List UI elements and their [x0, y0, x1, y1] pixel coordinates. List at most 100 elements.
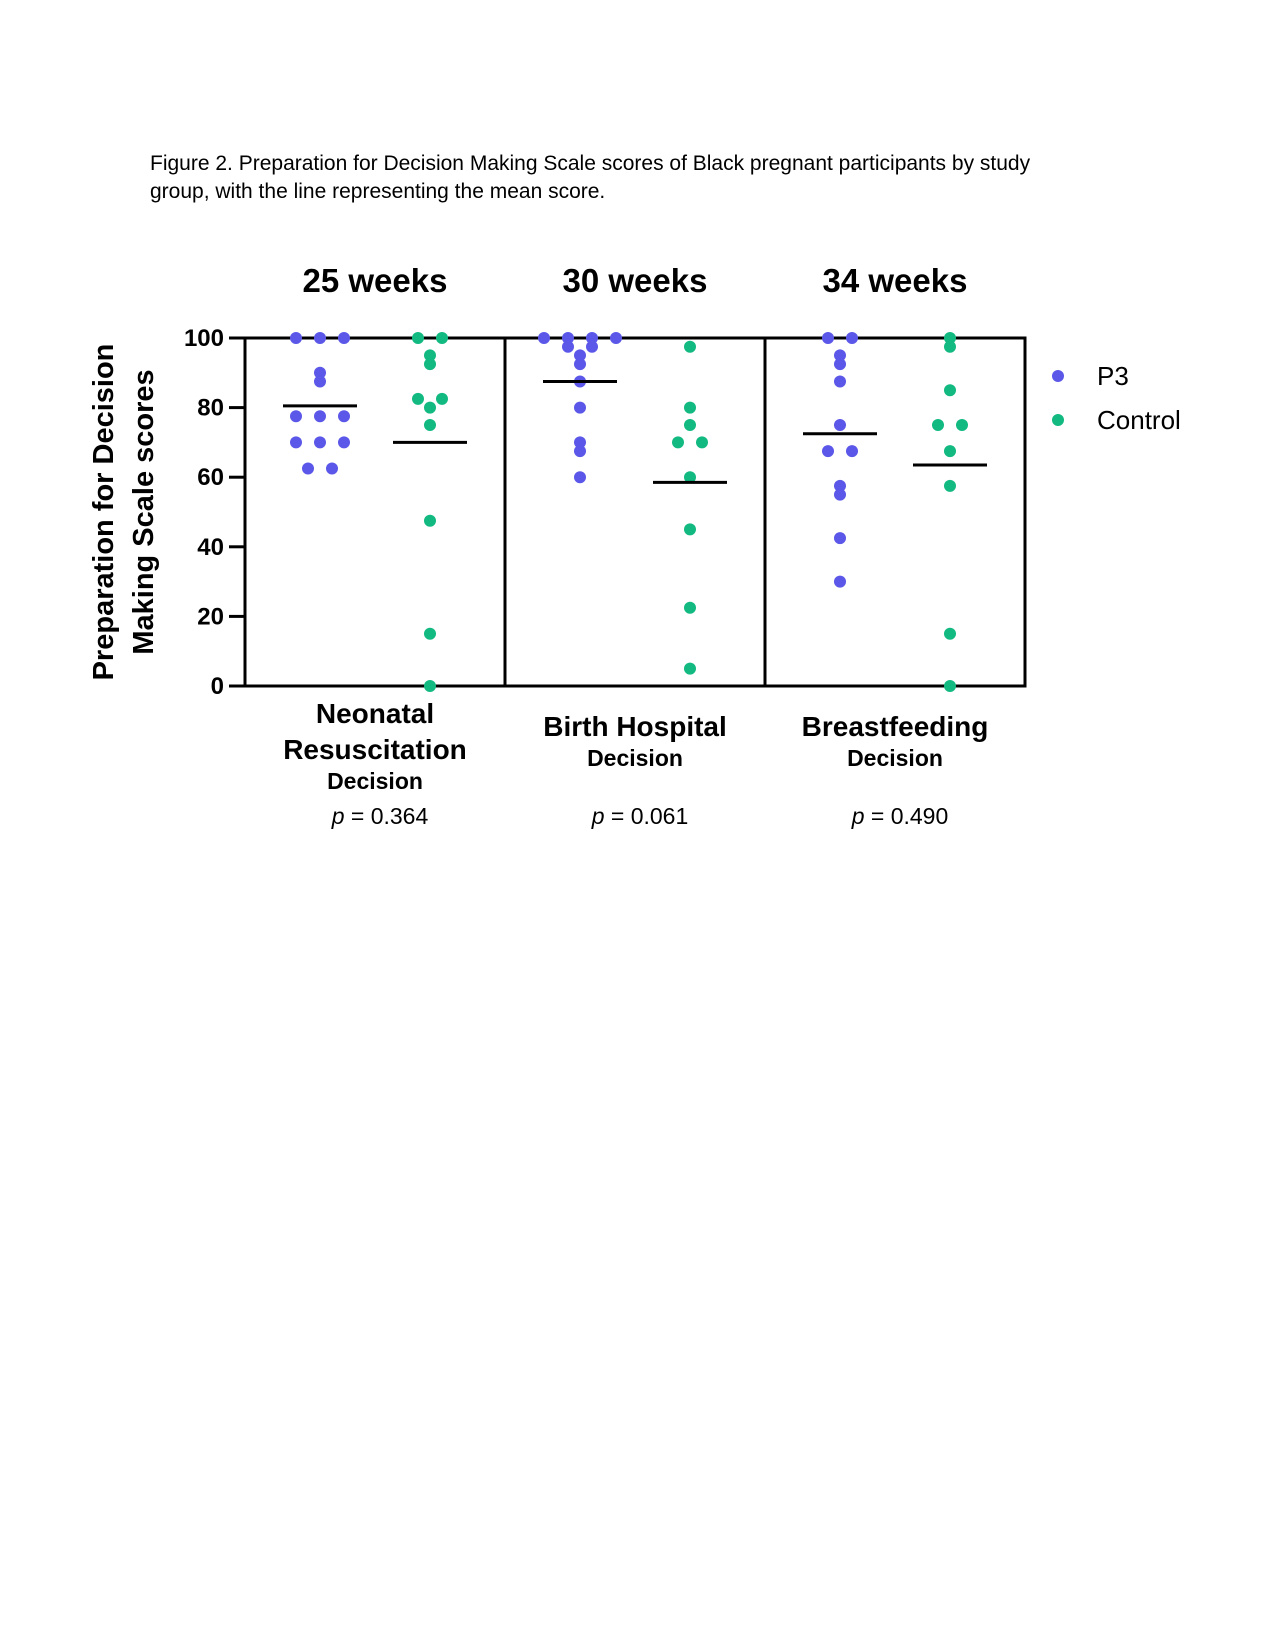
data-point — [834, 488, 846, 501]
data-point — [562, 340, 574, 353]
legend-marker-control — [1052, 414, 1064, 426]
y-axis-title-line: Making Scale scores — [128, 369, 160, 654]
category-label: Neonatal — [316, 698, 434, 729]
category-sublabel: Decision — [847, 745, 943, 771]
panel-3: 34 weeks Breastfeeding Decision p = 0.490 — [763, 262, 1027, 829]
category-label: Resuscitation — [283, 734, 467, 765]
data-point — [338, 436, 350, 449]
p-value: p = 0.364 — [331, 803, 429, 829]
p-value-number: = 0.364 — [345, 803, 429, 829]
data-point — [424, 349, 436, 362]
data-point — [574, 401, 586, 414]
category-label: Breastfeeding — [802, 711, 989, 742]
series-p3 — [283, 332, 357, 475]
data-point — [944, 627, 956, 640]
data-point — [538, 332, 550, 344]
data-point — [834, 479, 846, 492]
data-point — [834, 358, 846, 371]
data-point — [562, 332, 574, 344]
data-point — [338, 332, 350, 344]
data-point — [574, 471, 586, 484]
data-point — [684, 419, 696, 431]
data-point — [326, 462, 338, 475]
data-point — [290, 436, 302, 449]
data-point — [610, 332, 622, 344]
category-label: Birth Hospital — [543, 711, 727, 742]
data-point — [436, 392, 448, 405]
data-point — [574, 436, 586, 449]
data-point — [314, 436, 326, 449]
data-point — [574, 358, 586, 371]
data-point — [424, 358, 436, 371]
legend-marker-p3 — [1052, 370, 1064, 382]
data-point — [834, 532, 846, 545]
data-point — [314, 410, 326, 423]
data-point — [314, 366, 326, 379]
p-value-symbol: p — [851, 803, 865, 829]
data-point — [574, 349, 586, 362]
data-point — [424, 627, 436, 640]
data-point — [424, 401, 436, 414]
category-sublabel: Decision — [327, 768, 423, 794]
data-point — [424, 514, 436, 527]
legend-label-control: Control — [1097, 405, 1181, 435]
data-point — [412, 332, 424, 344]
data-point — [696, 436, 708, 449]
panel-frame — [503, 336, 767, 688]
data-point — [424, 419, 436, 431]
data-point — [412, 392, 424, 405]
category-sublabel: Decision — [587, 745, 683, 771]
data-point — [586, 332, 598, 344]
data-point — [574, 445, 586, 458]
y-tick-label: 80 — [197, 395, 224, 422]
data-point — [302, 462, 314, 475]
p-value-number: = 0.490 — [865, 803, 949, 829]
y-tick-label: 40 — [197, 534, 224, 561]
data-point — [672, 436, 684, 449]
data-point — [290, 332, 302, 344]
panel-2: 30 weeks Birth Hospital Decision p = 0.061 — [503, 262, 767, 829]
data-point — [424, 680, 436, 692]
data-point — [822, 332, 834, 344]
panel-header: 34 weeks — [823, 262, 968, 299]
data-point — [944, 445, 956, 458]
series-p3 — [538, 332, 622, 484]
data-point — [290, 410, 302, 423]
data-point — [314, 375, 326, 388]
y-tick-label: 100 — [184, 325, 224, 352]
legend-label-p3: P3 — [1097, 361, 1129, 391]
y-tick-label: 60 — [197, 464, 224, 491]
p-value-symbol: p — [591, 803, 605, 829]
data-point — [338, 410, 350, 423]
p-value: p = 0.061 — [591, 803, 689, 829]
caption-line-2: group, with the line representing the me… — [150, 180, 606, 203]
y-axis-title: Preparation for Decision Making Scale sco… — [88, 344, 160, 681]
data-point — [684, 471, 696, 484]
figure-caption: Figure 2. Preparation for Decision Makin… — [150, 150, 1130, 206]
data-point — [436, 332, 448, 344]
series-control — [393, 332, 467, 692]
p-value-number: = 0.061 — [605, 803, 689, 829]
data-point — [944, 680, 956, 692]
data-point — [834, 575, 846, 588]
data-point — [956, 419, 968, 431]
data-point — [684, 401, 696, 414]
p-value: p = 0.490 — [851, 803, 949, 829]
data-point — [822, 445, 834, 458]
panel-header: 25 weeks — [303, 262, 448, 299]
panel-frame — [763, 336, 1027, 688]
series-control — [653, 340, 727, 675]
y-axis: 0 20 40 60 80 100 — [184, 325, 247, 700]
caption-line-1: Figure 2. Preparation for Decision Makin… — [150, 152, 1031, 175]
data-point — [944, 340, 956, 353]
panel-frame — [243, 336, 507, 688]
series-p3 — [803, 332, 877, 588]
chart-panels: 25 weeks Neonatal Resuscitation Decision p =… — [243, 262, 1027, 829]
data-point — [684, 340, 696, 353]
panel-1: 25 weeks Neonatal Resuscitation Decision p =… — [243, 262, 507, 829]
data-point — [834, 349, 846, 362]
y-tick-label: 20 — [197, 603, 224, 630]
data-point — [684, 523, 696, 536]
data-point — [586, 340, 598, 353]
data-point — [684, 601, 696, 614]
